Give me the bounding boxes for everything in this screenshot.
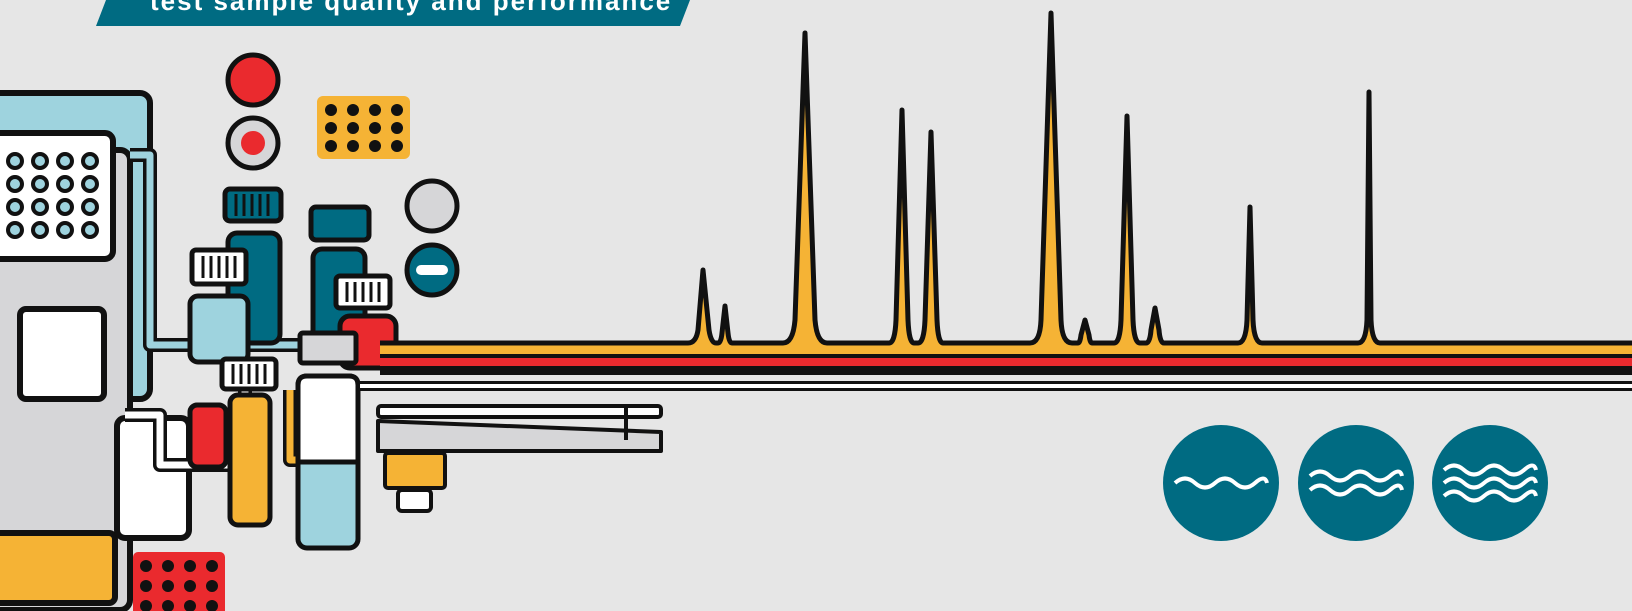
lower-cap — [219, 356, 279, 392]
colored-reservoirs — [187, 392, 273, 528]
double-wave-icon — [1298, 425, 1414, 541]
detector-syringe — [376, 404, 663, 513]
yellow-reservoir — [227, 392, 273, 528]
banner-shape — [96, 0, 690, 26]
light-blue-vial — [187, 247, 251, 365]
single-wave-icon — [1163, 425, 1279, 541]
sample-column — [295, 330, 361, 551]
minus-icon — [416, 265, 448, 275]
red-reservoir — [187, 402, 229, 470]
red-dot-panel — [133, 552, 225, 611]
yellow-dot-panel — [317, 96, 410, 159]
red-light — [225, 52, 281, 108]
sample-tray — [0, 130, 116, 262]
chromatogram-peaks — [380, 10, 1632, 346]
triple-wave-icon — [1432, 425, 1548, 541]
flow-lines — [360, 341, 1632, 391]
record-dot — [241, 131, 265, 155]
cabinet-base-yellow — [0, 530, 118, 606]
banner-text: test sample quality and performance — [150, 0, 673, 16]
banner: test sample quality and performance — [0, 0, 700, 26]
gray-light — [404, 178, 460, 234]
cabinet-window — [17, 306, 107, 402]
sample-tray-wells — [6, 152, 99, 239]
